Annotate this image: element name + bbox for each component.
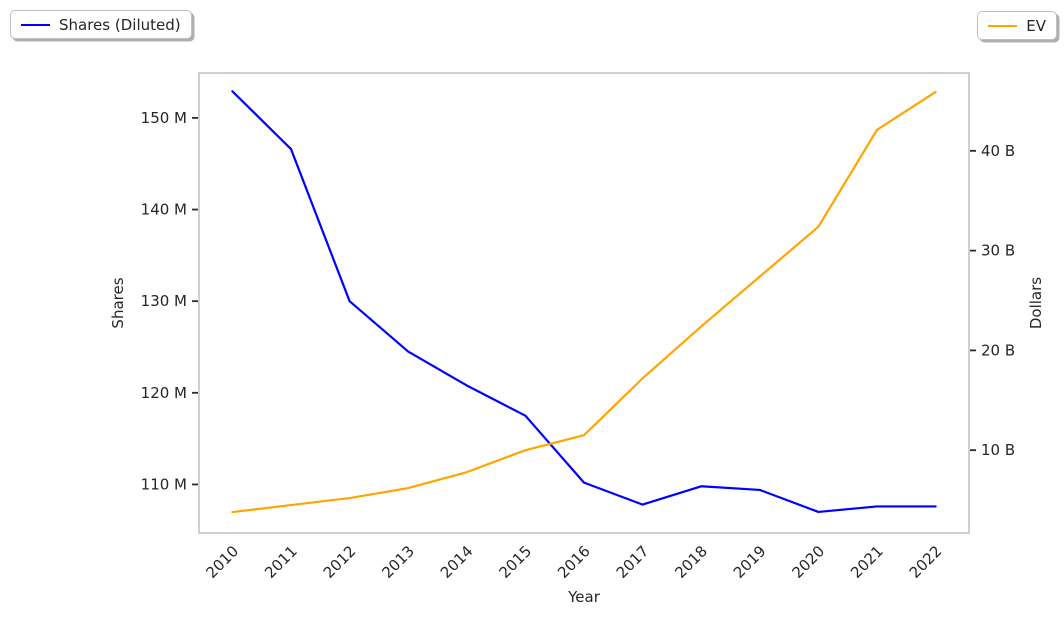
right-axis-tick-label: 10 B [981,441,1015,459]
right-axis-tick-label: 40 B [981,142,1015,160]
plot-border [198,72,970,534]
x-tick-label: 2012 [320,542,360,582]
left-axis-tick-label: 130 M [141,292,187,310]
left-axis-title: Shares [109,277,127,328]
right-axis-title: Dollars [1027,277,1045,329]
x-tick-label: 2016 [554,542,594,582]
x-tick-label: 2021 [847,542,887,582]
x-tick-label: 2019 [730,542,770,582]
left-axis-tick-label: 140 M [141,201,187,219]
x-tick-label: 2013 [378,542,418,582]
x-axis-title: Year [567,588,601,606]
shares-line-swatch [21,23,50,26]
left-axis-tick-label: 110 M [141,475,187,493]
series-line-shares-diluted [231,90,937,514]
x-tick-label: 2015 [495,542,535,582]
left-axis-tick-label: 120 M [141,384,187,402]
legend-shares-label: Shares (Diluted) [59,15,181,34]
x-tick-label: 2017 [613,542,653,582]
legend-shares: Shares (Diluted) [10,10,192,39]
right-axis-tick-label: 30 B [981,242,1015,260]
x-tick-label: 2018 [671,542,711,582]
left-axis-tick-label: 150 M [141,109,187,127]
legend-ev: EV [977,11,1057,40]
x-tick-label: 2020 [788,542,828,582]
right-axis-tick-label: 20 B [981,341,1015,359]
x-tick-label: 2014 [437,542,477,582]
x-tick-label: 2022 [906,542,946,582]
ev-line-swatch [988,24,1018,27]
x-tick-label: 2011 [261,542,301,582]
x-tick-label: 2010 [202,542,242,582]
series-line-ev [231,90,937,514]
legend-ev-label: EV [1026,16,1046,35]
